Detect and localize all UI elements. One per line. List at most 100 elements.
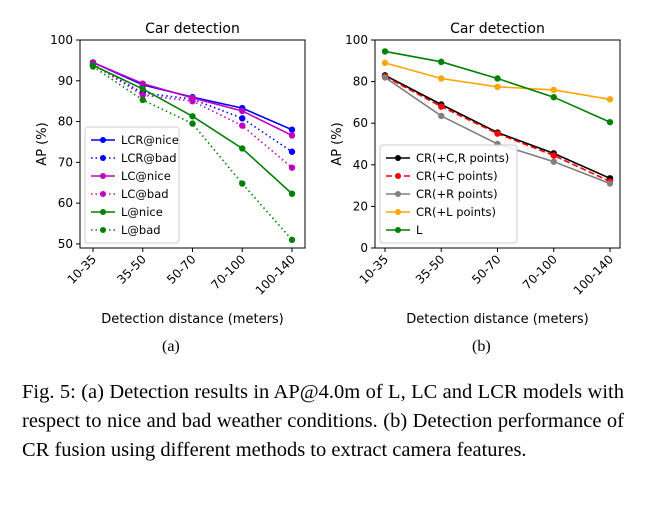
chart-b-series-cr-r-points	[381, 74, 614, 187]
data-point	[494, 75, 501, 82]
legend-marker	[395, 173, 401, 179]
chart-a-series-l-bad	[89, 63, 296, 244]
data-point	[288, 164, 296, 171]
series-line	[92, 63, 293, 153]
data-point	[438, 112, 445, 120]
chart-a-y-tick-label: 70	[58, 155, 73, 169]
chart-a-y-axis-label: AP (%)	[35, 122, 50, 165]
legend-entry: LCR@bad	[121, 151, 177, 165]
data-point	[606, 96, 614, 103]
subfigure-label-b: (b)	[472, 338, 491, 355]
data-point	[550, 152, 557, 159]
chart-a-x-tick-label: 50-70	[164, 252, 199, 287]
legend-marker	[100, 137, 106, 143]
chart-b-x-axis-label: Detection distance (meters)	[406, 312, 589, 327]
chart-b: Car detection 0 20 40 60 80 100 10-35 35-50 50-70…	[330, 21, 621, 327]
data-point	[550, 158, 557, 165]
chart-b-series-l	[381, 48, 614, 126]
subfigure-label-a: (a)	[162, 338, 180, 355]
data-point	[139, 91, 146, 99]
chart-b-x-tick-label: 100-140	[571, 252, 616, 297]
data-point	[494, 130, 501, 137]
legend-marker	[100, 173, 106, 179]
chart-a-y-tick-label: 50	[58, 237, 73, 251]
data-point	[288, 132, 296, 139]
legend-marker	[100, 155, 106, 161]
legend-marker	[395, 155, 401, 161]
legend-entry: LC@nice	[121, 169, 171, 183]
data-point	[381, 59, 389, 67]
data-point	[189, 97, 196, 105]
legend-marker	[100, 209, 106, 215]
data-point	[239, 145, 246, 152]
data-point	[606, 118, 614, 126]
data-point	[550, 94, 557, 101]
data-point	[239, 180, 246, 187]
chart-b-x-tick-label: 35-50	[413, 252, 448, 287]
chart-a-x-tick-label: 70-100	[208, 252, 248, 292]
data-point	[139, 96, 146, 104]
data-point	[438, 58, 445, 66]
legend-entry: L@nice	[121, 205, 163, 219]
chart-b-title: Car detection	[450, 21, 545, 37]
data-point	[438, 75, 445, 82]
chart-b-y-axis-label: AP (%)	[330, 122, 345, 165]
data-point	[139, 80, 146, 87]
chart-a-x-tick-label: 10-35	[65, 252, 100, 287]
chart-a-plot-frame	[79, 39, 306, 249]
chart-b-y-tick-label: 20	[353, 199, 368, 213]
chart-a-legend: LCR@nice LCR@bad LC@nice LC@bad L@nice L@bad	[84, 126, 180, 244]
chart-b-y-tick-label: 40	[353, 158, 368, 172]
chart-a-title: Car detection	[145, 21, 240, 37]
data-point	[438, 103, 445, 110]
chart-b-legend: CR(+C,R points) CR(+C points) CR(+R points…	[379, 144, 518, 244]
chart-a-x-axis-label: Detection distance (meters)	[101, 312, 284, 327]
chart-a-y-tick-label: 100	[50, 33, 73, 47]
data-point	[89, 63, 97, 70]
legend-entry: CR(+L points)	[416, 205, 496, 219]
data-point	[239, 122, 246, 129]
legend-entry: LCR@nice	[121, 133, 179, 147]
data-point	[139, 85, 146, 93]
legend-marker	[395, 191, 401, 197]
chart-b-x-tick-label: 50-70	[469, 252, 504, 287]
chart-b-series-cr-l-points	[381, 59, 614, 103]
chart-b-y-tick-label: 60	[353, 116, 368, 130]
chart-b-x-tick-label: 10-35	[357, 252, 392, 287]
chart-a-y-tick-label: 90	[58, 74, 73, 88]
legend-entry: CR(+C points)	[416, 169, 498, 183]
legend-marker	[395, 227, 401, 233]
chart-a-x-tick-label: 100-140	[253, 252, 298, 297]
data-point	[288, 126, 296, 133]
chart-b-y-tick-label: 80	[353, 75, 368, 89]
figure-caption: Fig. 5: (a) Detection results in AP@4.0m…	[22, 381, 624, 461]
legend-marker	[100, 227, 106, 233]
legend-entry: CR(+C,R points)	[416, 151, 509, 165]
chart-a-y-tick-label: 80	[58, 115, 73, 129]
data-point	[550, 86, 557, 94]
chart-a-x-tick-label: 35-50	[114, 252, 149, 287]
data-point	[288, 148, 296, 155]
data-point	[239, 115, 246, 122]
legend-marker	[395, 209, 401, 215]
data-point	[606, 180, 614, 187]
data-point	[494, 83, 501, 91]
chart-b-y-tick-label: 100	[345, 33, 368, 47]
legend-box	[379, 144, 518, 244]
legend-entry: L	[416, 223, 423, 237]
legend-box	[84, 126, 180, 244]
data-point	[288, 236, 296, 244]
data-point	[381, 48, 389, 55]
data-point	[381, 74, 389, 81]
legend-entry: LC@bad	[121, 187, 169, 201]
chart-a-y-tick-label: 60	[58, 196, 73, 210]
legend-entry: L@bad	[121, 223, 161, 237]
chart-b-plot-frame	[374, 39, 621, 249]
chart-a: Car detection 50 60 70 80 90 100 10-35 35-50 50-7…	[35, 21, 306, 327]
data-point	[189, 113, 196, 120]
data-point	[239, 107, 246, 115]
chart-b-y-tick-label: 0	[360, 241, 368, 255]
data-point	[189, 120, 196, 127]
legend-marker	[100, 191, 106, 197]
legend-entry: CR(+R points)	[416, 187, 498, 201]
